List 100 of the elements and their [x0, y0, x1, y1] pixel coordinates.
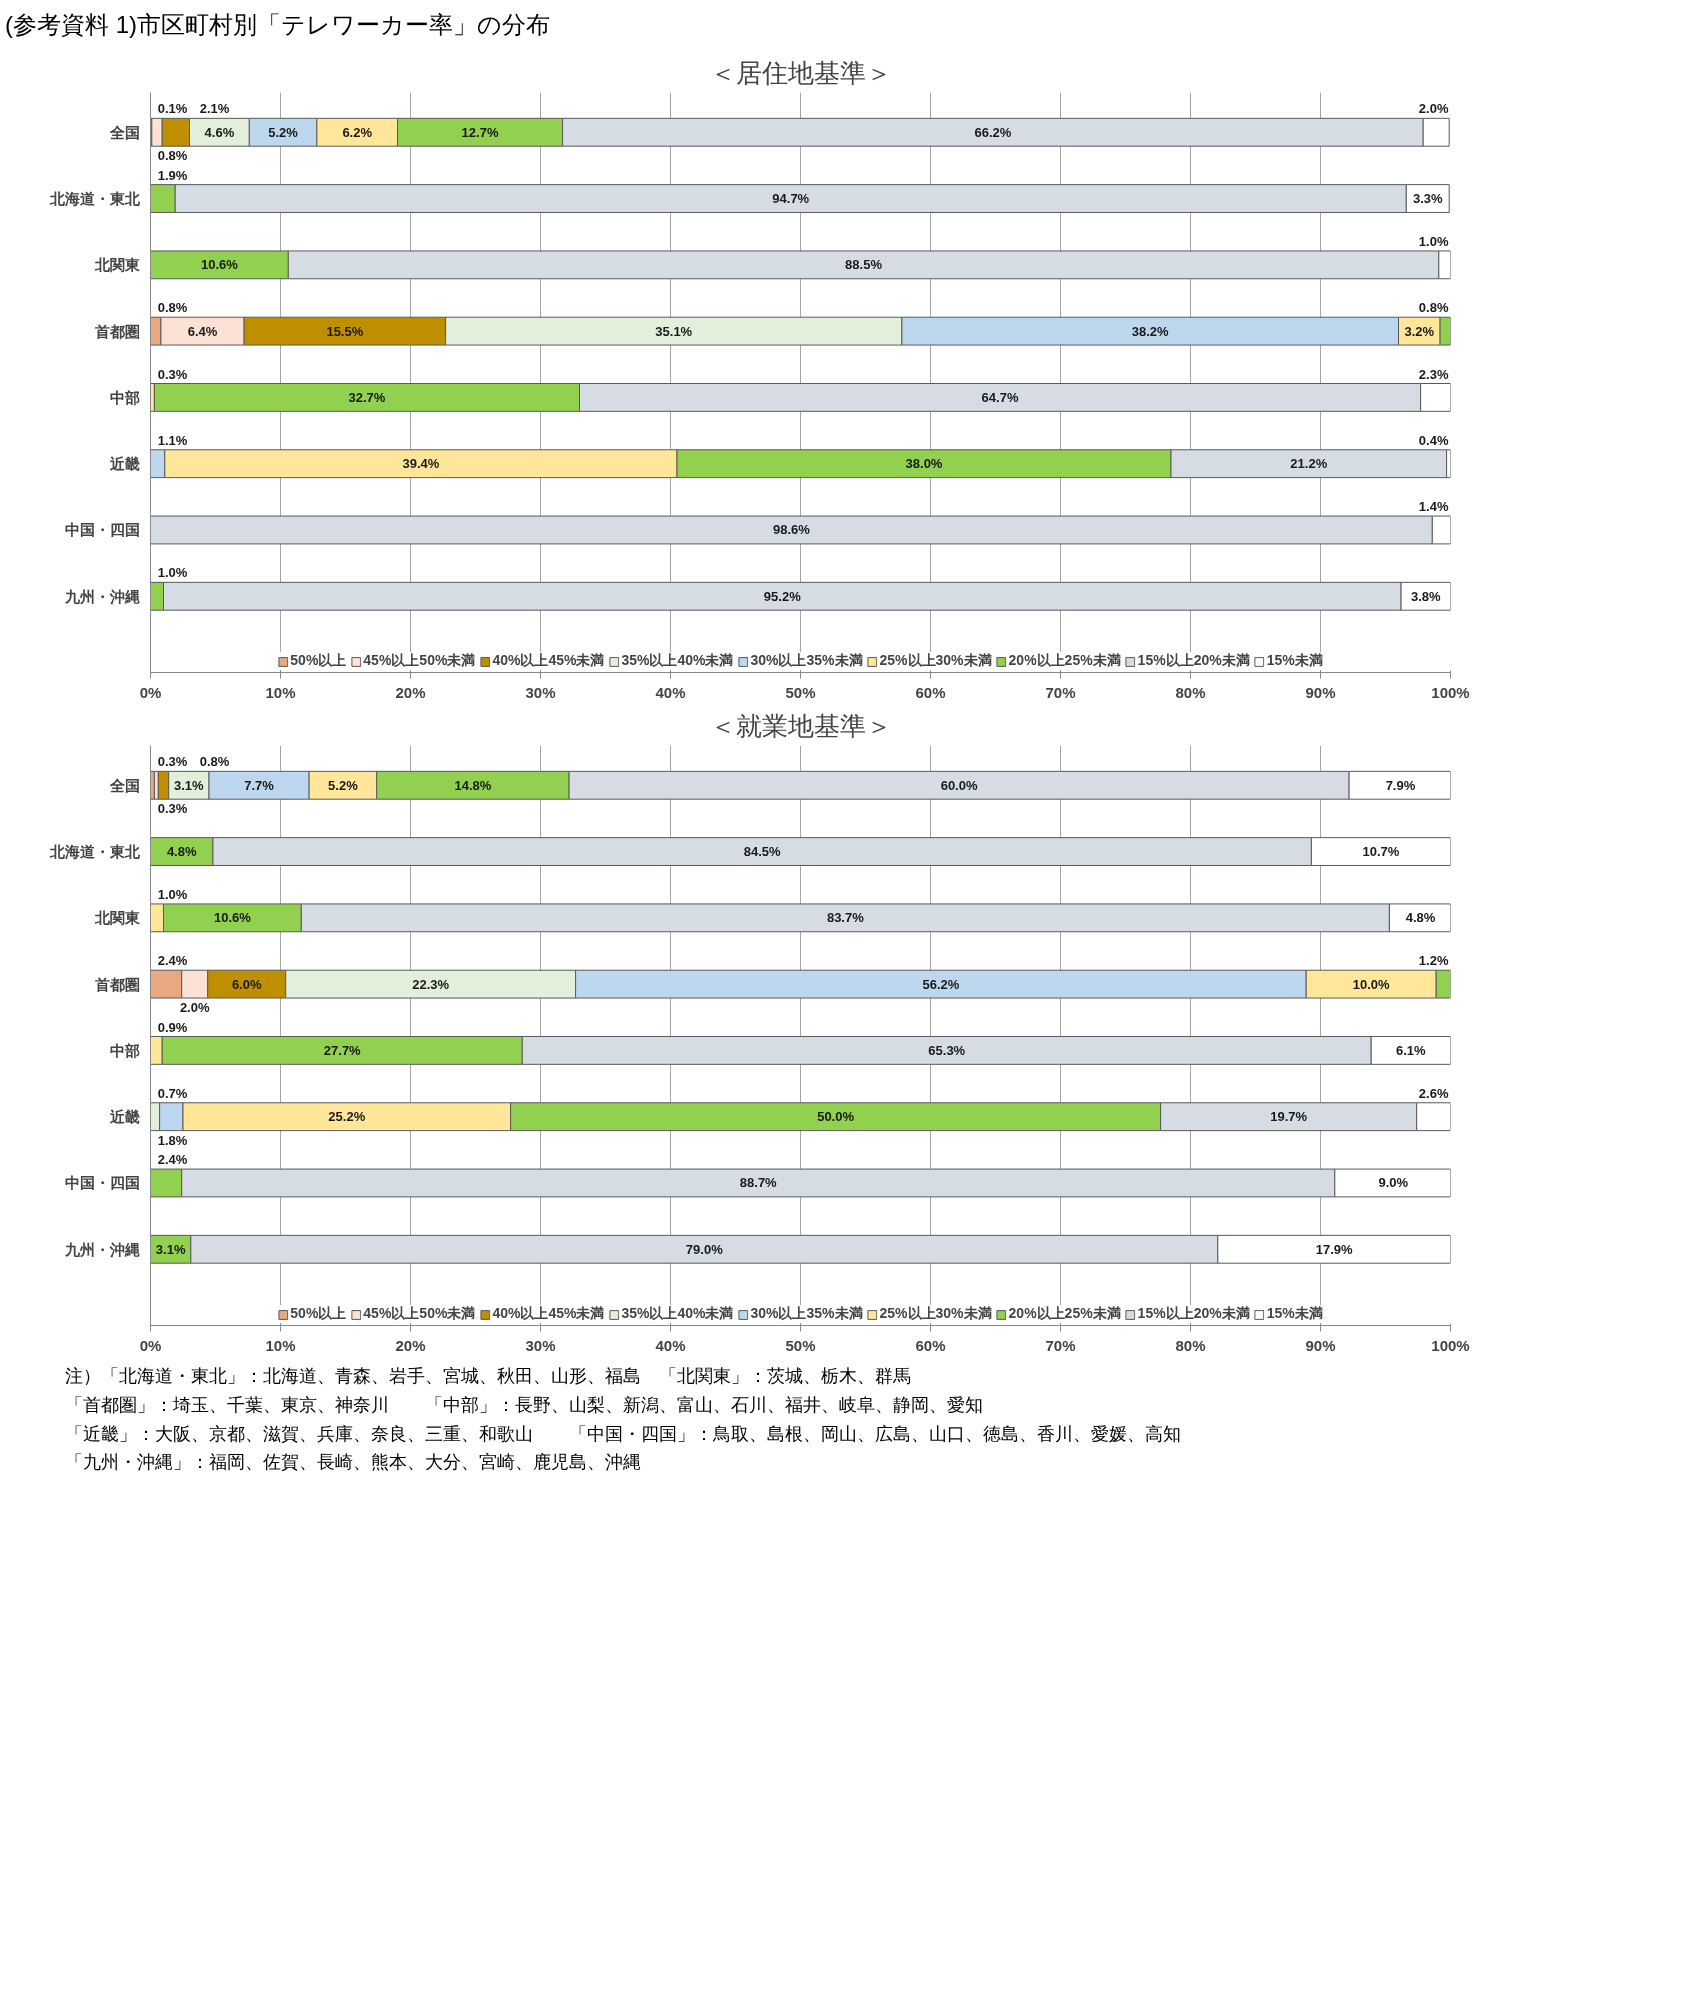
- legend-label: 15%以上20%未満: [1137, 652, 1250, 671]
- data-label: 4.8%: [1405, 910, 1436, 926]
- data-label: 79.0%: [685, 1242, 724, 1258]
- y-tick-label: 中部: [109, 389, 140, 407]
- y-tick-label: 北海道・東北: [48, 190, 141, 208]
- x-tick-label: 90%: [1305, 1336, 1336, 1354]
- data-label: 0.3%: [157, 366, 188, 382]
- x-tick-label: 30%: [525, 683, 556, 701]
- data-label: 10.7%: [1362, 844, 1400, 860]
- data-label: 66.2%: [974, 125, 1012, 141]
- data-label: 84.5%: [743, 844, 782, 860]
- legend-label: 30%以上35%未満: [750, 652, 863, 671]
- legend-label: 25%以上30%未満: [879, 1305, 992, 1324]
- data-label: 0.9%: [157, 1019, 188, 1035]
- x-tick-label: 100%: [1431, 1336, 1470, 1354]
- data-label: 7.7%: [244, 778, 275, 794]
- x-tick-label: 80%: [1175, 683, 1206, 701]
- legend-label: 50%以上: [290, 1305, 347, 1324]
- x-tick-label: 80%: [1175, 1336, 1206, 1354]
- chart-title: ＜居住地基準＞: [709, 57, 892, 88]
- x-tick-label: 40%: [655, 1336, 686, 1354]
- legend-label: 35%以上40%未満: [621, 1305, 734, 1324]
- data-label: 95.2%: [763, 589, 802, 605]
- data-label: 1.0%: [157, 887, 188, 903]
- x-tick-label: 100%: [1431, 683, 1470, 701]
- data-label: 35.1%: [655, 323, 693, 339]
- y-tick-label: 中部: [109, 1042, 140, 1060]
- data-label: 22.3%: [412, 976, 450, 992]
- data-label: 38.2%: [1131, 323, 1170, 339]
- data-label: 83.7%: [826, 910, 865, 926]
- data-label: 0.3%: [157, 754, 188, 770]
- legend-label: 15%未満: [1266, 652, 1323, 671]
- data-label: 38.0%: [905, 456, 943, 472]
- data-label: 17.9%: [1315, 1242, 1354, 1258]
- data-label: 2.3%: [1418, 366, 1449, 382]
- legend-label: 15%以上20%未満: [1137, 1305, 1250, 1324]
- data-label: 64.7%: [981, 390, 1019, 406]
- data-label: 6.2%: [342, 125, 373, 141]
- data-label: 39.4%: [402, 456, 440, 472]
- data-label: 1.4%: [1418, 499, 1449, 515]
- y-tick-label: 中国・四国: [64, 521, 140, 539]
- legend-label: 45%以上50%未満: [363, 652, 476, 671]
- x-tick-label: 90%: [1305, 683, 1336, 701]
- data-label: 10.6%: [213, 910, 252, 926]
- data-label: 10.0%: [1352, 976, 1391, 992]
- data-label: 88.7%: [739, 1175, 778, 1191]
- data-label: 1.0%: [1418, 234, 1449, 250]
- data-label: 60.0%: [940, 778, 978, 794]
- data-label: 0.7%: [157, 1086, 188, 1102]
- x-tick-label: 70%: [1045, 1336, 1076, 1354]
- data-label: 50.0%: [817, 1109, 855, 1125]
- y-tick-label: 首都圏: [93, 975, 140, 993]
- data-label: 88.5%: [845, 257, 883, 273]
- data-label: 21.2%: [1290, 456, 1328, 472]
- x-tick-label: 10%: [265, 683, 296, 701]
- y-tick-label: 中国・四国: [64, 1174, 140, 1192]
- x-tick-label: 50%: [785, 683, 816, 701]
- legend-label: 25%以上30%未満: [879, 652, 992, 671]
- legend-label: 50%以上: [290, 652, 347, 671]
- x-tick-label: 20%: [395, 1336, 426, 1354]
- text: 「九州・沖縄」：福岡、佐賀、長崎、熊本、大分、宮崎、鹿児島、沖縄: [65, 1451, 642, 1475]
- data-label: 6.0%: [231, 976, 262, 992]
- data-label: 0.8%: [157, 148, 188, 164]
- y-tick-label: 近畿: [108, 1108, 140, 1126]
- data-label: 15.5%: [326, 323, 364, 339]
- data-label: 2.6%: [1418, 1086, 1449, 1102]
- y-tick-label: 九州・沖縄: [63, 588, 140, 606]
- data-label: 94.7%: [772, 191, 810, 207]
- data-label: 7.9%: [1385, 778, 1416, 794]
- y-tick-label: 北関東: [93, 256, 141, 274]
- data-label: 0.8%: [157, 300, 188, 316]
- data-label: 0.8%: [199, 754, 230, 770]
- chart-title: ＜就業地基準＞: [709, 710, 892, 741]
- data-label: 14.8%: [454, 778, 492, 794]
- data-label: 19.7%: [1270, 1109, 1308, 1125]
- data-label: 3.3%: [1412, 191, 1444, 207]
- legend-label: 40%以上45%未満: [492, 652, 605, 671]
- data-label: 0.4%: [1418, 433, 1449, 449]
- x-tick-label: 50%: [785, 1336, 816, 1354]
- text: (参考資料 1)市区町村別「テレワーカー率」の分布: [5, 10, 550, 40]
- data-label: 2.0%: [179, 1000, 210, 1016]
- data-label: 56.2%: [922, 976, 960, 992]
- data-label: 2.0%: [1418, 101, 1449, 117]
- data-label: 1.2%: [1418, 953, 1449, 969]
- data-label: 4.6%: [204, 125, 235, 141]
- x-tick-label: 10%: [265, 1336, 296, 1354]
- data-label: 2.4%: [157, 1152, 188, 1168]
- data-label: 0.1%: [157, 101, 188, 117]
- legend-label: 40%以上45%未満: [492, 1305, 605, 1324]
- legend-label: 35%以上40%未満: [621, 652, 734, 671]
- data-label: 9.0%: [1378, 1175, 1409, 1191]
- data-label: 27.7%: [323, 1043, 362, 1059]
- x-tick-label: 0%: [139, 1336, 162, 1354]
- data-label: 6.4%: [187, 323, 218, 339]
- x-tick-label: 60%: [915, 1336, 946, 1354]
- data-label: 1.9%: [157, 167, 188, 183]
- data-label: 1.8%: [157, 1132, 188, 1148]
- text: 注）「北海道・東北」：北海道、青森、岩手、宮城、秋田、山形、福島 「北関東」：茨城、栃木、群馬: [65, 1365, 912, 1389]
- legend-label: 20%以上25%未満: [1008, 652, 1121, 671]
- y-tick-label: 北海道・東北: [48, 843, 141, 861]
